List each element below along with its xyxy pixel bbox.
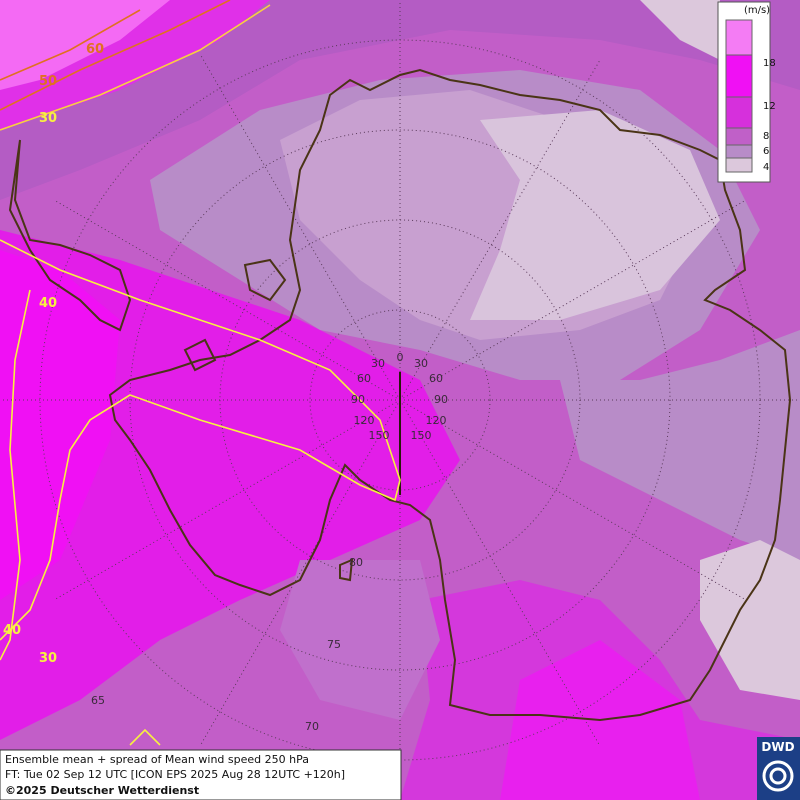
contour-label: 30 <box>39 111 57 126</box>
legend: (m/s) 18 12 8 6 4 <box>717 1 776 183</box>
footer-forecast: FT: Tue 02 Sep 12 UTC [ICON EPS 2025 Aug… <box>5 768 345 781</box>
graticule-label: 120 <box>426 414 447 427</box>
legend-level: 6 <box>763 146 769 157</box>
graticule-label: 150 <box>369 429 390 442</box>
peninsula-coast <box>8 139 132 332</box>
footer-copyright: ©2025 Deutscher Wetterdienst <box>5 784 199 797</box>
legend-swatch <box>725 19 753 56</box>
graticule-labels: 0 30 30 60 60 90 90 120 120 150 150 80 7… <box>91 351 448 733</box>
contour-label: 40 <box>3 623 21 638</box>
dwd-logo: DWD <box>757 737 800 800</box>
graticule-label: 75 <box>327 638 341 651</box>
islands <box>183 258 354 582</box>
legend-swatch <box>725 144 753 159</box>
graticule-label: 90 <box>351 393 365 406</box>
graticule-label: 0 <box>397 351 404 364</box>
contour-label: 50 <box>39 74 57 89</box>
graticule-label: 30 <box>371 357 385 370</box>
graticule-label: 65 <box>91 694 105 707</box>
graticule-label: 90 <box>434 393 448 406</box>
graticule-label: 150 <box>411 429 432 442</box>
logo-text: DWD <box>761 740 794 754</box>
graticule-label: 30 <box>414 357 428 370</box>
graticule-label: 80 <box>349 556 363 569</box>
graticule-label: 60 <box>429 372 443 385</box>
legend-unit: (m/s) <box>744 5 770 16</box>
contour-label: 40 <box>39 296 57 311</box>
contours <box>0 0 401 746</box>
footer-box <box>0 749 402 800</box>
legend-level: 12 <box>763 101 776 112</box>
legend-level: 18 <box>763 58 776 69</box>
contour-label: 30 <box>39 651 57 666</box>
logo-swirl <box>762 760 794 792</box>
graticule-label: 120 <box>354 414 375 427</box>
logo-swirl <box>769 767 787 785</box>
contour-label: 60 <box>86 42 104 57</box>
footer: Ensemble mean + spread of Mean wind spee… <box>0 749 402 800</box>
legend-level: 4 <box>763 162 769 173</box>
legend-swatch <box>725 96 753 129</box>
coastline <box>108 68 792 722</box>
legend-level: 8 <box>763 131 769 142</box>
graticule-label: 70 <box>305 720 319 733</box>
legend-swatch <box>725 127 753 146</box>
footer-title: Ensemble mean + spread of Mean wind spee… <box>5 753 309 766</box>
legend-swatch <box>725 157 753 173</box>
legend-swatch <box>725 54 753 98</box>
graticule-label: 60 <box>357 372 371 385</box>
